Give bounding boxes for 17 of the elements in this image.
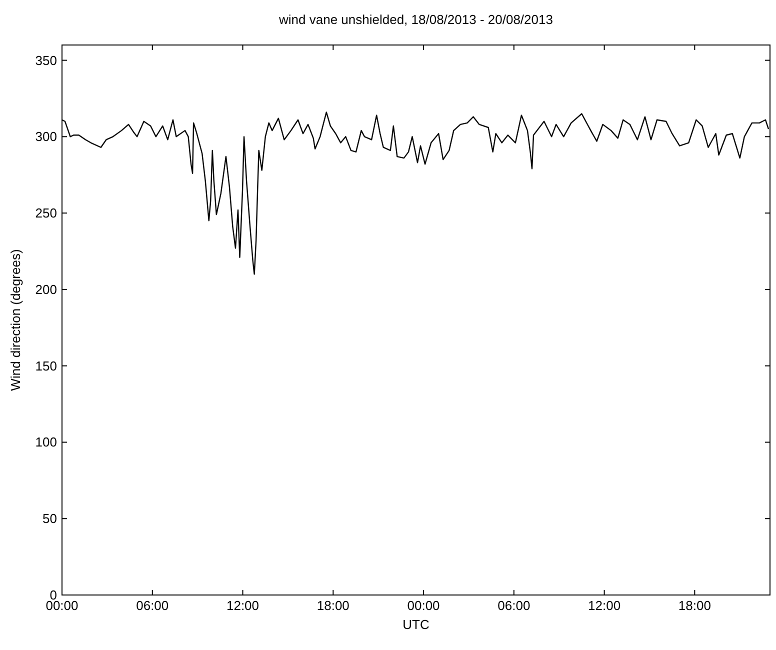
- chart-title: wind vane unshielded, 18/08/2013 - 20/08/2013: [278, 12, 553, 27]
- x-tick-label: 18:00: [316, 598, 350, 613]
- x-tick-label: 06:00: [136, 598, 169, 613]
- y-tick-label: 350: [35, 52, 57, 68]
- y-axis-title: Wind direction (degrees): [8, 249, 23, 391]
- y-tick-label: 50: [42, 511, 57, 526]
- y-tick-label: 100: [35, 434, 57, 450]
- y-tick-label: 200: [35, 282, 57, 297]
- x-tick-label: 12:00: [226, 598, 260, 613]
- x-tick-label: 06:00: [498, 598, 530, 613]
- y-tick-label: 250: [35, 206, 57, 221]
- x-tick-label: 18:00: [678, 598, 711, 613]
- x-tick-label: 00:00: [407, 598, 440, 613]
- y-tick-label: 300: [35, 129, 57, 144]
- x-axis-title: UTC: [402, 617, 430, 632]
- x-tick-label: 12:00: [588, 598, 621, 613]
- y-tick-label: 150: [35, 358, 57, 374]
